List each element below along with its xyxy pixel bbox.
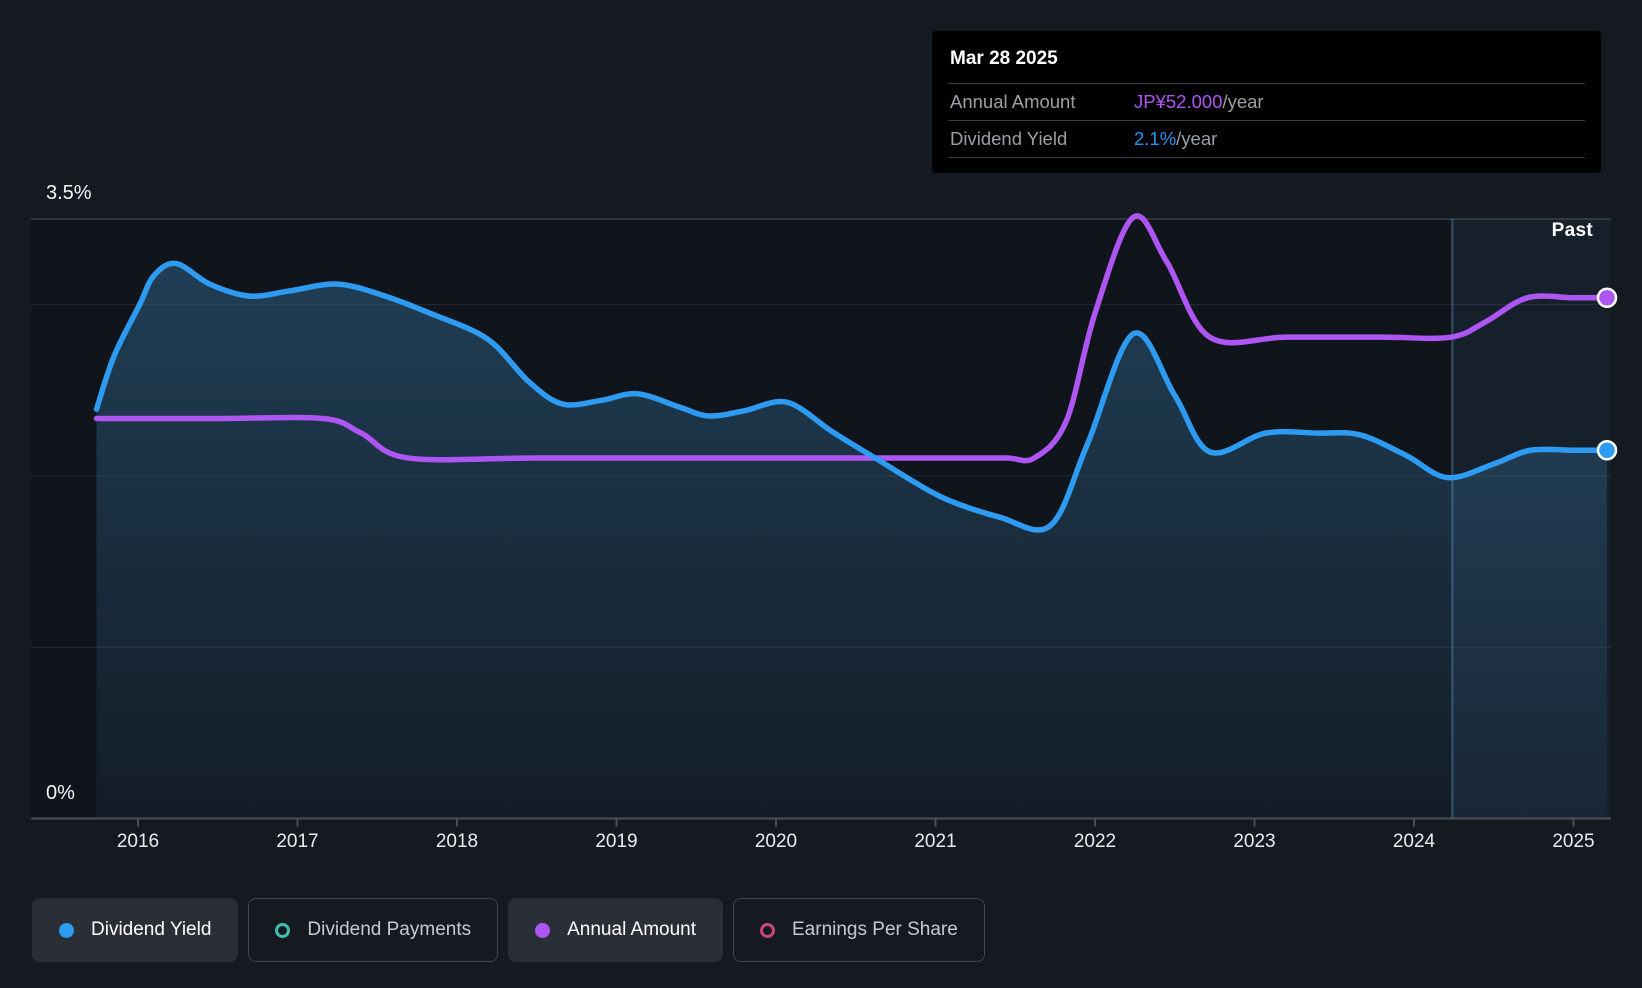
past-region [1452, 219, 1611, 819]
legend-label: Dividend Payments [307, 919, 472, 940]
chart-legend: Dividend Yield Dividend Payments Annual Am… [32, 898, 985, 962]
tooltip-date: Mar 28 2025 [950, 48, 1058, 69]
x-axis-label-2024: 2024 [1392, 831, 1436, 852]
legend-label: Annual Amount [567, 919, 696, 940]
tooltip-row-label: Dividend Yield [950, 128, 1068, 149]
past-label: Past [1551, 220, 1593, 241]
tooltip-row-dividend-yield: Dividend Yield 2.1% /year [948, 120, 1585, 158]
y-axis-label-min: 0% [46, 782, 75, 804]
dividend-yield-line [93, 260, 1610, 533]
y-axis-label-max: 3.5% [46, 182, 92, 204]
dividend-yield-end-marker[interactable] [1596, 439, 1618, 461]
legend-label: Dividend Yield [91, 919, 212, 940]
tooltip-row-annual-amount: Annual Amount JP¥52.000 /year [948, 83, 1585, 120]
earnings-per-share-ring-icon [760, 922, 775, 938]
x-axis-label-2016: 2016 [116, 831, 160, 852]
legend-dividend-payments[interactable]: Dividend Payments [248, 898, 499, 962]
chart-tooltip: Mar 28 2025 Annual Amount JP¥52.000 /yea… [932, 31, 1601, 173]
legend-label: Earnings Per Share [792, 919, 958, 940]
dividend-yield-area-fill [96, 263, 1607, 819]
legend-annual-amount[interactable]: Annual Amount [508, 898, 723, 962]
tooltip-row-value: 2.1% [1134, 128, 1177, 149]
x-axis-label-2019: 2019 [595, 831, 638, 852]
x-axis-label-2022: 2022 [1073, 831, 1117, 852]
dividend-payments-ring-icon [275, 922, 291, 938]
x-axis-label-2017: 2017 [276, 831, 319, 852]
legend-earnings-per-share[interactable]: Earnings Per Share [733, 898, 985, 962]
dividend-yield-dot-icon [59, 922, 74, 938]
annual-amount-end-marker[interactable] [1596, 287, 1618, 309]
tooltip-row-suffix: /year [1222, 91, 1264, 112]
tooltip-row-suffix: /year [1176, 128, 1218, 149]
x-axis-label-2020: 2020 [754, 831, 798, 852]
tooltip-row-value: JP¥52.000 [1134, 91, 1223, 112]
x-axis-label-2025: 2025 [1552, 831, 1595, 852]
x-axis-label-2018: 2018 [435, 831, 479, 852]
annual-amount-dot-icon [535, 922, 551, 938]
legend-dividend-yield[interactable]: Dividend Yield [32, 898, 239, 962]
x-axis-label-2023: 2023 [1233, 831, 1276, 852]
x-axis-label-2021: 2021 [914, 831, 957, 852]
tooltip-row-label: Annual Amount [950, 91, 1076, 112]
annual-amount-line [93, 213, 1610, 464]
